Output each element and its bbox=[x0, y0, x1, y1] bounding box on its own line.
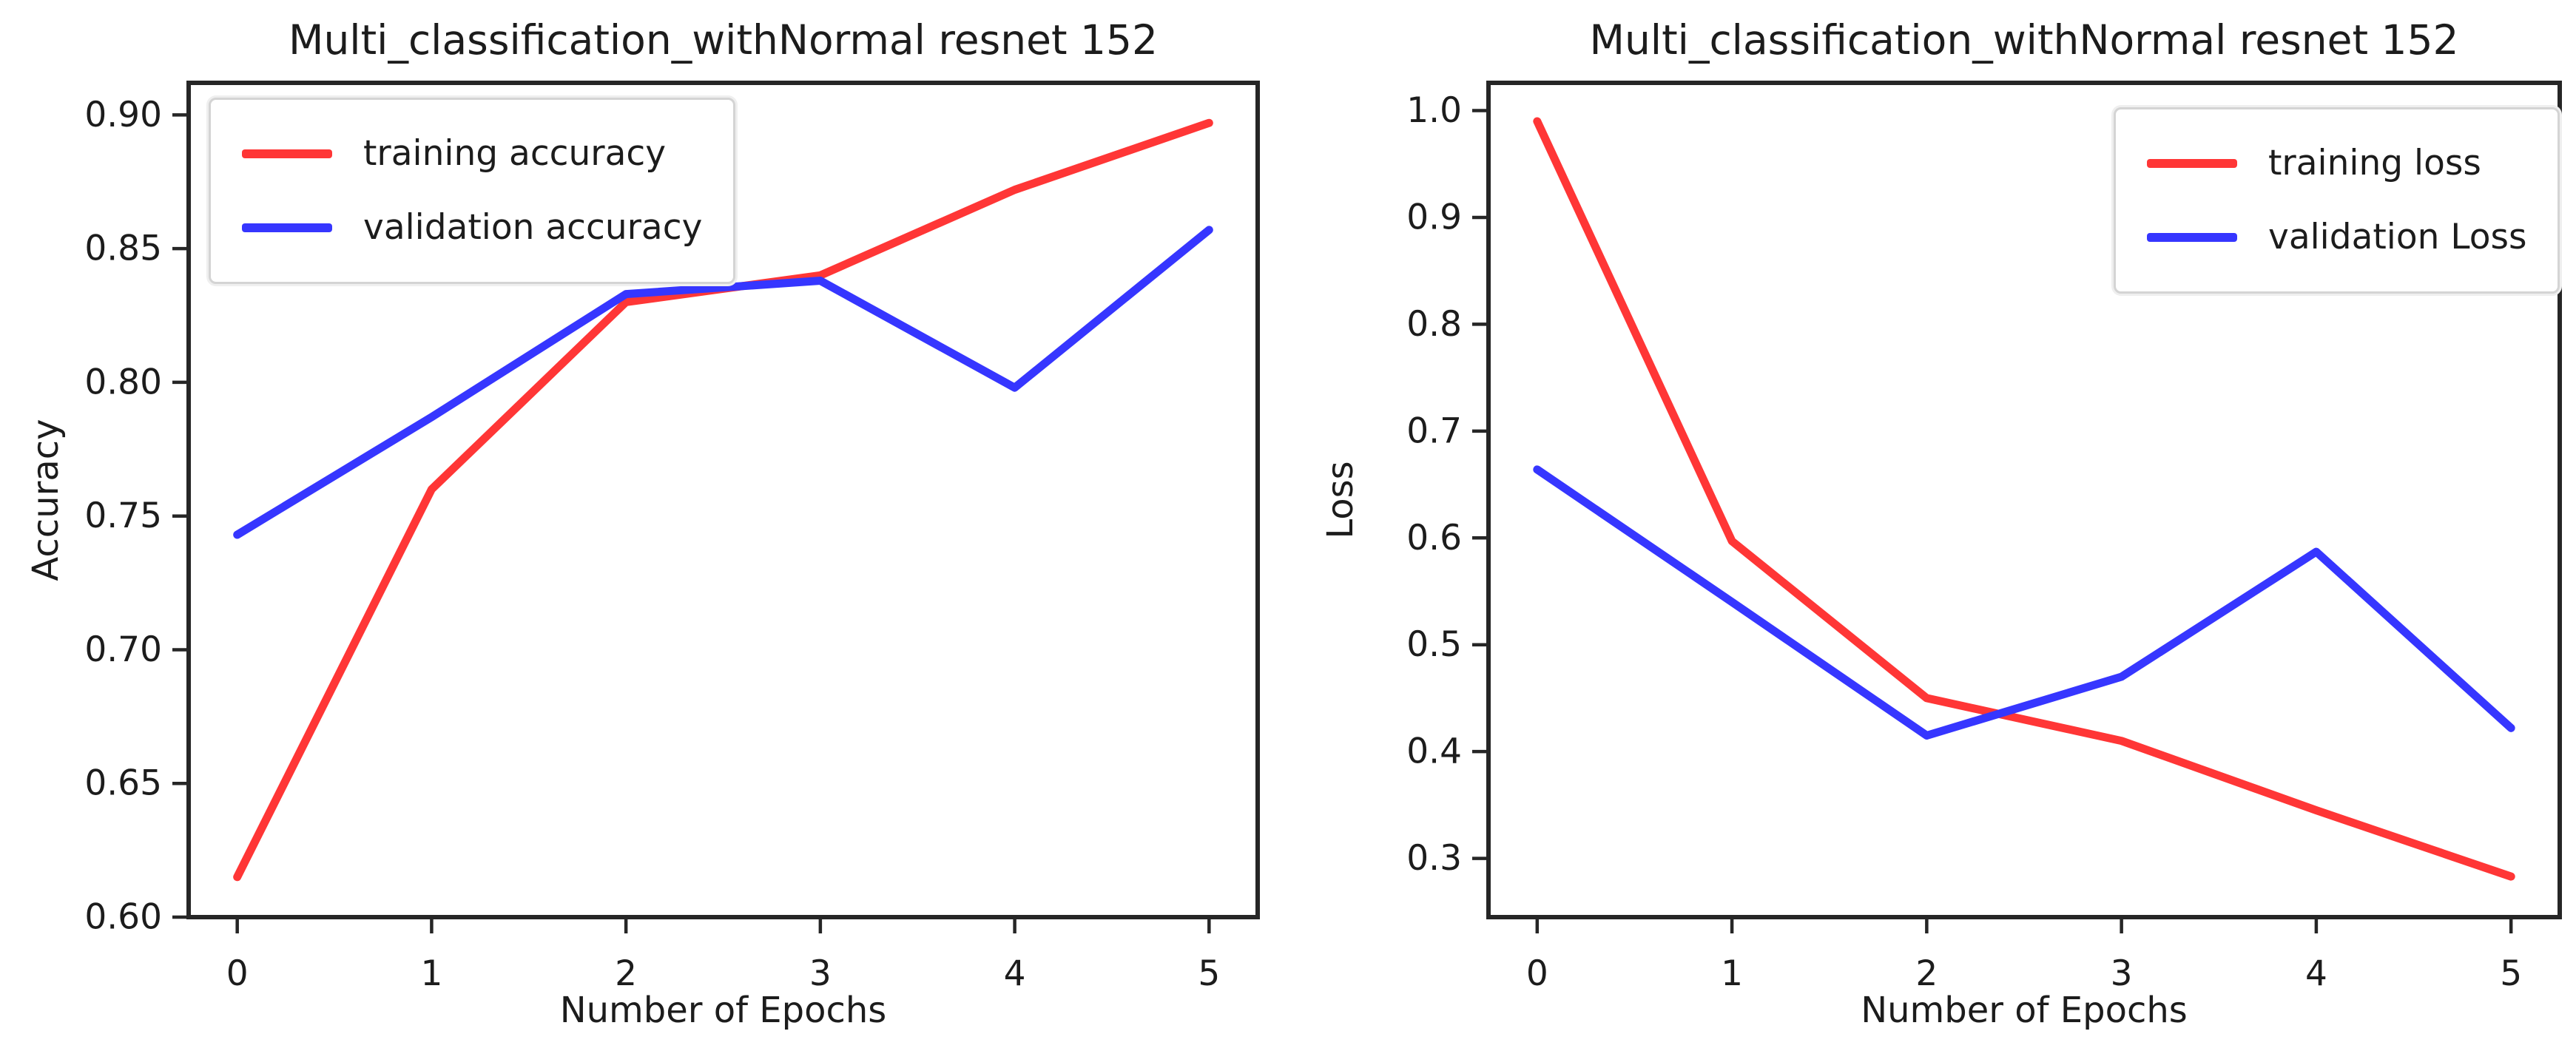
x-tick-label: 4 bbox=[2305, 953, 2327, 994]
loss-legend: training loss validation Loss bbox=[2114, 107, 2560, 294]
y-tick-label: 0.60 bbox=[84, 897, 162, 938]
series-line-validation-accuracy bbox=[233, 226, 1213, 539]
y-tick-label: 0.9 bbox=[1406, 197, 1462, 237]
legend-item-validation-loss: validation Loss bbox=[2147, 213, 2526, 262]
loss-chart-title: Multi_classification_withNormal resnet 1… bbox=[1589, 16, 2459, 64]
y-tick-label: 0.70 bbox=[84, 629, 162, 670]
y-tick-label: 0.80 bbox=[84, 362, 162, 402]
series-lines bbox=[1533, 117, 2515, 881]
legend-label: training loss bbox=[2268, 143, 2481, 183]
y-tick-label: 1.0 bbox=[1406, 90, 1462, 131]
x-axis-ticks: 0 1 2 3 4 5 bbox=[226, 917, 1220, 994]
axes-spines bbox=[1486, 81, 2562, 919]
accuracy-legend: training accuracy validation accuracy bbox=[209, 98, 736, 284]
series-line-training-loss bbox=[1533, 117, 2515, 881]
y-tick-label: 0.8 bbox=[1406, 304, 1462, 345]
y-tick-label: 0.6 bbox=[1406, 518, 1462, 558]
validation-loss-swatch-icon bbox=[2147, 233, 2237, 242]
x-tick-label: 1 bbox=[1721, 953, 1743, 994]
y-tick-label: 0.5 bbox=[1406, 624, 1462, 665]
legend-label: validation accuracy bbox=[363, 207, 703, 248]
training-loss-swatch-icon bbox=[2147, 159, 2237, 168]
x-tick-label: 0 bbox=[226, 953, 249, 994]
x-tick-label: 5 bbox=[1198, 953, 1220, 994]
validation-accuracy-swatch-icon bbox=[242, 223, 332, 232]
x-tick-label: 0 bbox=[1526, 953, 1548, 994]
y-tick-label: 0.7 bbox=[1406, 410, 1462, 451]
x-tick-label: 1 bbox=[420, 953, 442, 994]
legend-item-training-accuracy: training accuracy bbox=[242, 129, 702, 178]
series-line-validation-Loss bbox=[1533, 465, 2515, 740]
accuracy-chart-title: Multi_classification_withNormal resnet 1… bbox=[289, 16, 1158, 64]
y-tick-label: 0.4 bbox=[1406, 731, 1462, 772]
x-tick-label: 2 bbox=[615, 953, 637, 994]
series-lines bbox=[233, 118, 1213, 882]
x-tick-label: 3 bbox=[2111, 953, 2133, 994]
axes-spines bbox=[186, 81, 1260, 919]
x-axis-ticks: 0 1 2 3 4 5 bbox=[1526, 917, 2522, 994]
accuracy-x-axis-label: Number of Epochs bbox=[559, 990, 887, 1031]
x-tick-label: 4 bbox=[1004, 953, 1026, 994]
legend-label: training accuracy bbox=[363, 133, 667, 174]
x-tick-label: 2 bbox=[1915, 953, 1938, 994]
loss-x-axis-label: Number of Epochs bbox=[1861, 990, 2188, 1031]
y-tick-label: 0.3 bbox=[1406, 838, 1462, 879]
training-accuracy-swatch-icon bbox=[242, 149, 332, 158]
x-tick-label: 5 bbox=[2500, 953, 2522, 994]
y-tick-label: 0.65 bbox=[84, 763, 162, 804]
y-axis-ticks: 0.3 0.4 0.5 0.6 0.7 0.8 0.9 1.0 bbox=[1406, 90, 1488, 879]
y-tick-label: 0.85 bbox=[84, 229, 162, 269]
legend-label: validation Loss bbox=[2268, 217, 2527, 257]
y-tick-label: 0.75 bbox=[84, 496, 162, 536]
y-axis-ticks: 0.60 0.65 0.70 0.75 0.80 0.85 0.90 bbox=[84, 95, 189, 938]
legend-item-training-loss: training loss bbox=[2147, 139, 2526, 188]
legend-item-validation-accuracy: validation accuracy bbox=[242, 203, 702, 252]
x-tick-label: 3 bbox=[809, 953, 832, 994]
y-tick-label: 0.90 bbox=[84, 95, 162, 135]
loss-y-axis-label: Loss bbox=[1320, 461, 1361, 539]
